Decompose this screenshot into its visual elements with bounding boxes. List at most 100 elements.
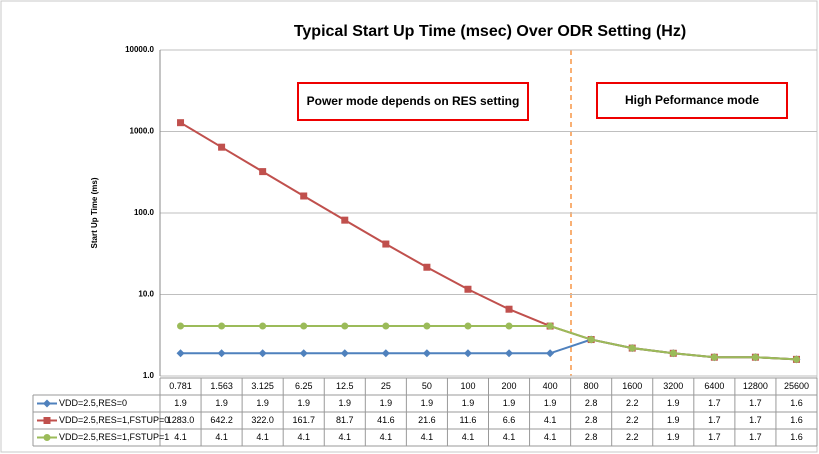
marker	[546, 322, 554, 330]
table-value: 1.9	[667, 432, 680, 442]
x-tick-label: 25600	[784, 381, 809, 391]
x-tick-label: 400	[543, 381, 558, 391]
marker	[423, 263, 431, 271]
table-value: 4.1	[544, 432, 557, 442]
marker	[177, 119, 185, 127]
table-value: 1.7	[708, 415, 721, 425]
marker	[422, 349, 431, 358]
table-value: 1.7	[749, 432, 762, 442]
annotation-box	[297, 82, 529, 121]
table-value: 4.1	[174, 432, 187, 442]
marker	[299, 349, 308, 358]
table-value: 2.8	[585, 432, 598, 442]
table-value: 4.1	[544, 415, 557, 425]
table-value: 1.9	[215, 398, 228, 408]
marker	[792, 355, 800, 363]
marker	[628, 344, 636, 352]
table-value: 2.2	[626, 415, 639, 425]
marker	[423, 322, 431, 330]
marker	[669, 349, 677, 357]
x-tick-label: 3200	[663, 381, 683, 391]
table-value: 1283.0	[167, 415, 195, 425]
x-tick-label: 800	[584, 381, 599, 391]
x-tick-label: 100	[460, 381, 475, 391]
table-value: 1.6	[790, 432, 803, 442]
legend-label: VDD=2.5,RES=1,FSTUP=1	[59, 432, 169, 442]
table-value: 1.7	[708, 432, 721, 442]
table-value: 21.6	[418, 415, 436, 425]
table-value: 2.8	[585, 415, 598, 425]
marker	[218, 322, 226, 330]
marker	[177, 322, 185, 330]
table-value: 1.9	[667, 398, 680, 408]
table-value: 1.9	[503, 398, 516, 408]
x-tick-label: 12800	[743, 381, 768, 391]
legend-label: VDD=2.5,RES=1,FSTUP=0	[59, 415, 169, 425]
x-tick-label: 0.781	[169, 381, 192, 391]
x-tick-label: 6400	[704, 381, 724, 391]
y-tick-label: 10.0	[138, 290, 154, 299]
marker	[382, 240, 390, 248]
y-tick-label: 1.0	[143, 371, 155, 380]
table-value: 4.1	[215, 432, 228, 442]
marker	[382, 322, 390, 330]
marker	[259, 168, 267, 176]
table-value: 4.1	[462, 432, 475, 442]
marker	[381, 349, 390, 358]
x-tick-label: 200	[502, 381, 517, 391]
marker	[751, 353, 759, 361]
table-value: 161.7	[292, 415, 315, 425]
x-tick-label: 1600	[622, 381, 642, 391]
marker	[464, 322, 472, 330]
y-tick-label: 10000.0	[125, 45, 154, 54]
marker	[300, 192, 308, 200]
table-value: 1.7	[749, 398, 762, 408]
y-tick-label: 100.0	[134, 208, 155, 217]
table-value: 2.2	[626, 432, 639, 442]
table-value: 1.6	[790, 415, 803, 425]
table-value: 81.7	[336, 415, 354, 425]
table-value: 1.9	[174, 398, 187, 408]
marker	[546, 349, 555, 358]
marker	[505, 305, 513, 313]
table-value: 41.6	[377, 415, 395, 425]
table-value: 1.9	[380, 398, 393, 408]
table-value: 642.2	[210, 415, 233, 425]
marker	[464, 285, 472, 293]
series-line	[180, 325, 797, 361]
marker	[341, 216, 349, 224]
marker	[341, 322, 349, 330]
table-value: 1.7	[708, 398, 721, 408]
table-value: 1.9	[667, 415, 680, 425]
table-value: 4.1	[256, 432, 269, 442]
table-value: 1.6	[790, 398, 803, 408]
legend-label: VDD=2.5,RES=0	[59, 398, 127, 408]
table-value: 1.9	[421, 398, 434, 408]
marker	[463, 349, 472, 358]
table-value: 4.1	[339, 432, 352, 442]
table-value: 1.9	[339, 398, 352, 408]
marker	[340, 349, 349, 358]
annotation: Power mode depends on RES setting	[307, 94, 520, 108]
x-tick-label: 50	[422, 381, 432, 391]
table-value: 1.9	[256, 398, 269, 408]
legend-marker	[43, 399, 51, 408]
marker	[300, 322, 308, 330]
x-tick-label: 6.25	[295, 381, 313, 391]
marker	[710, 353, 718, 361]
table-value: 4.1	[503, 432, 516, 442]
chart-title: Typical Start Up Time (msec) Over ODR Se…	[294, 23, 686, 40]
table-value: 322.0	[251, 415, 274, 425]
table-value: 1.9	[297, 398, 310, 408]
x-tick-label: 25	[381, 381, 391, 391]
marker	[217, 349, 226, 358]
marker	[176, 349, 185, 358]
table-value: 1.9	[462, 398, 475, 408]
marker	[505, 349, 514, 358]
table-value: 2.2	[626, 398, 639, 408]
annotation-box	[596, 82, 788, 119]
legend-marker	[43, 417, 51, 424]
x-tick-label: 1.563	[210, 381, 233, 391]
